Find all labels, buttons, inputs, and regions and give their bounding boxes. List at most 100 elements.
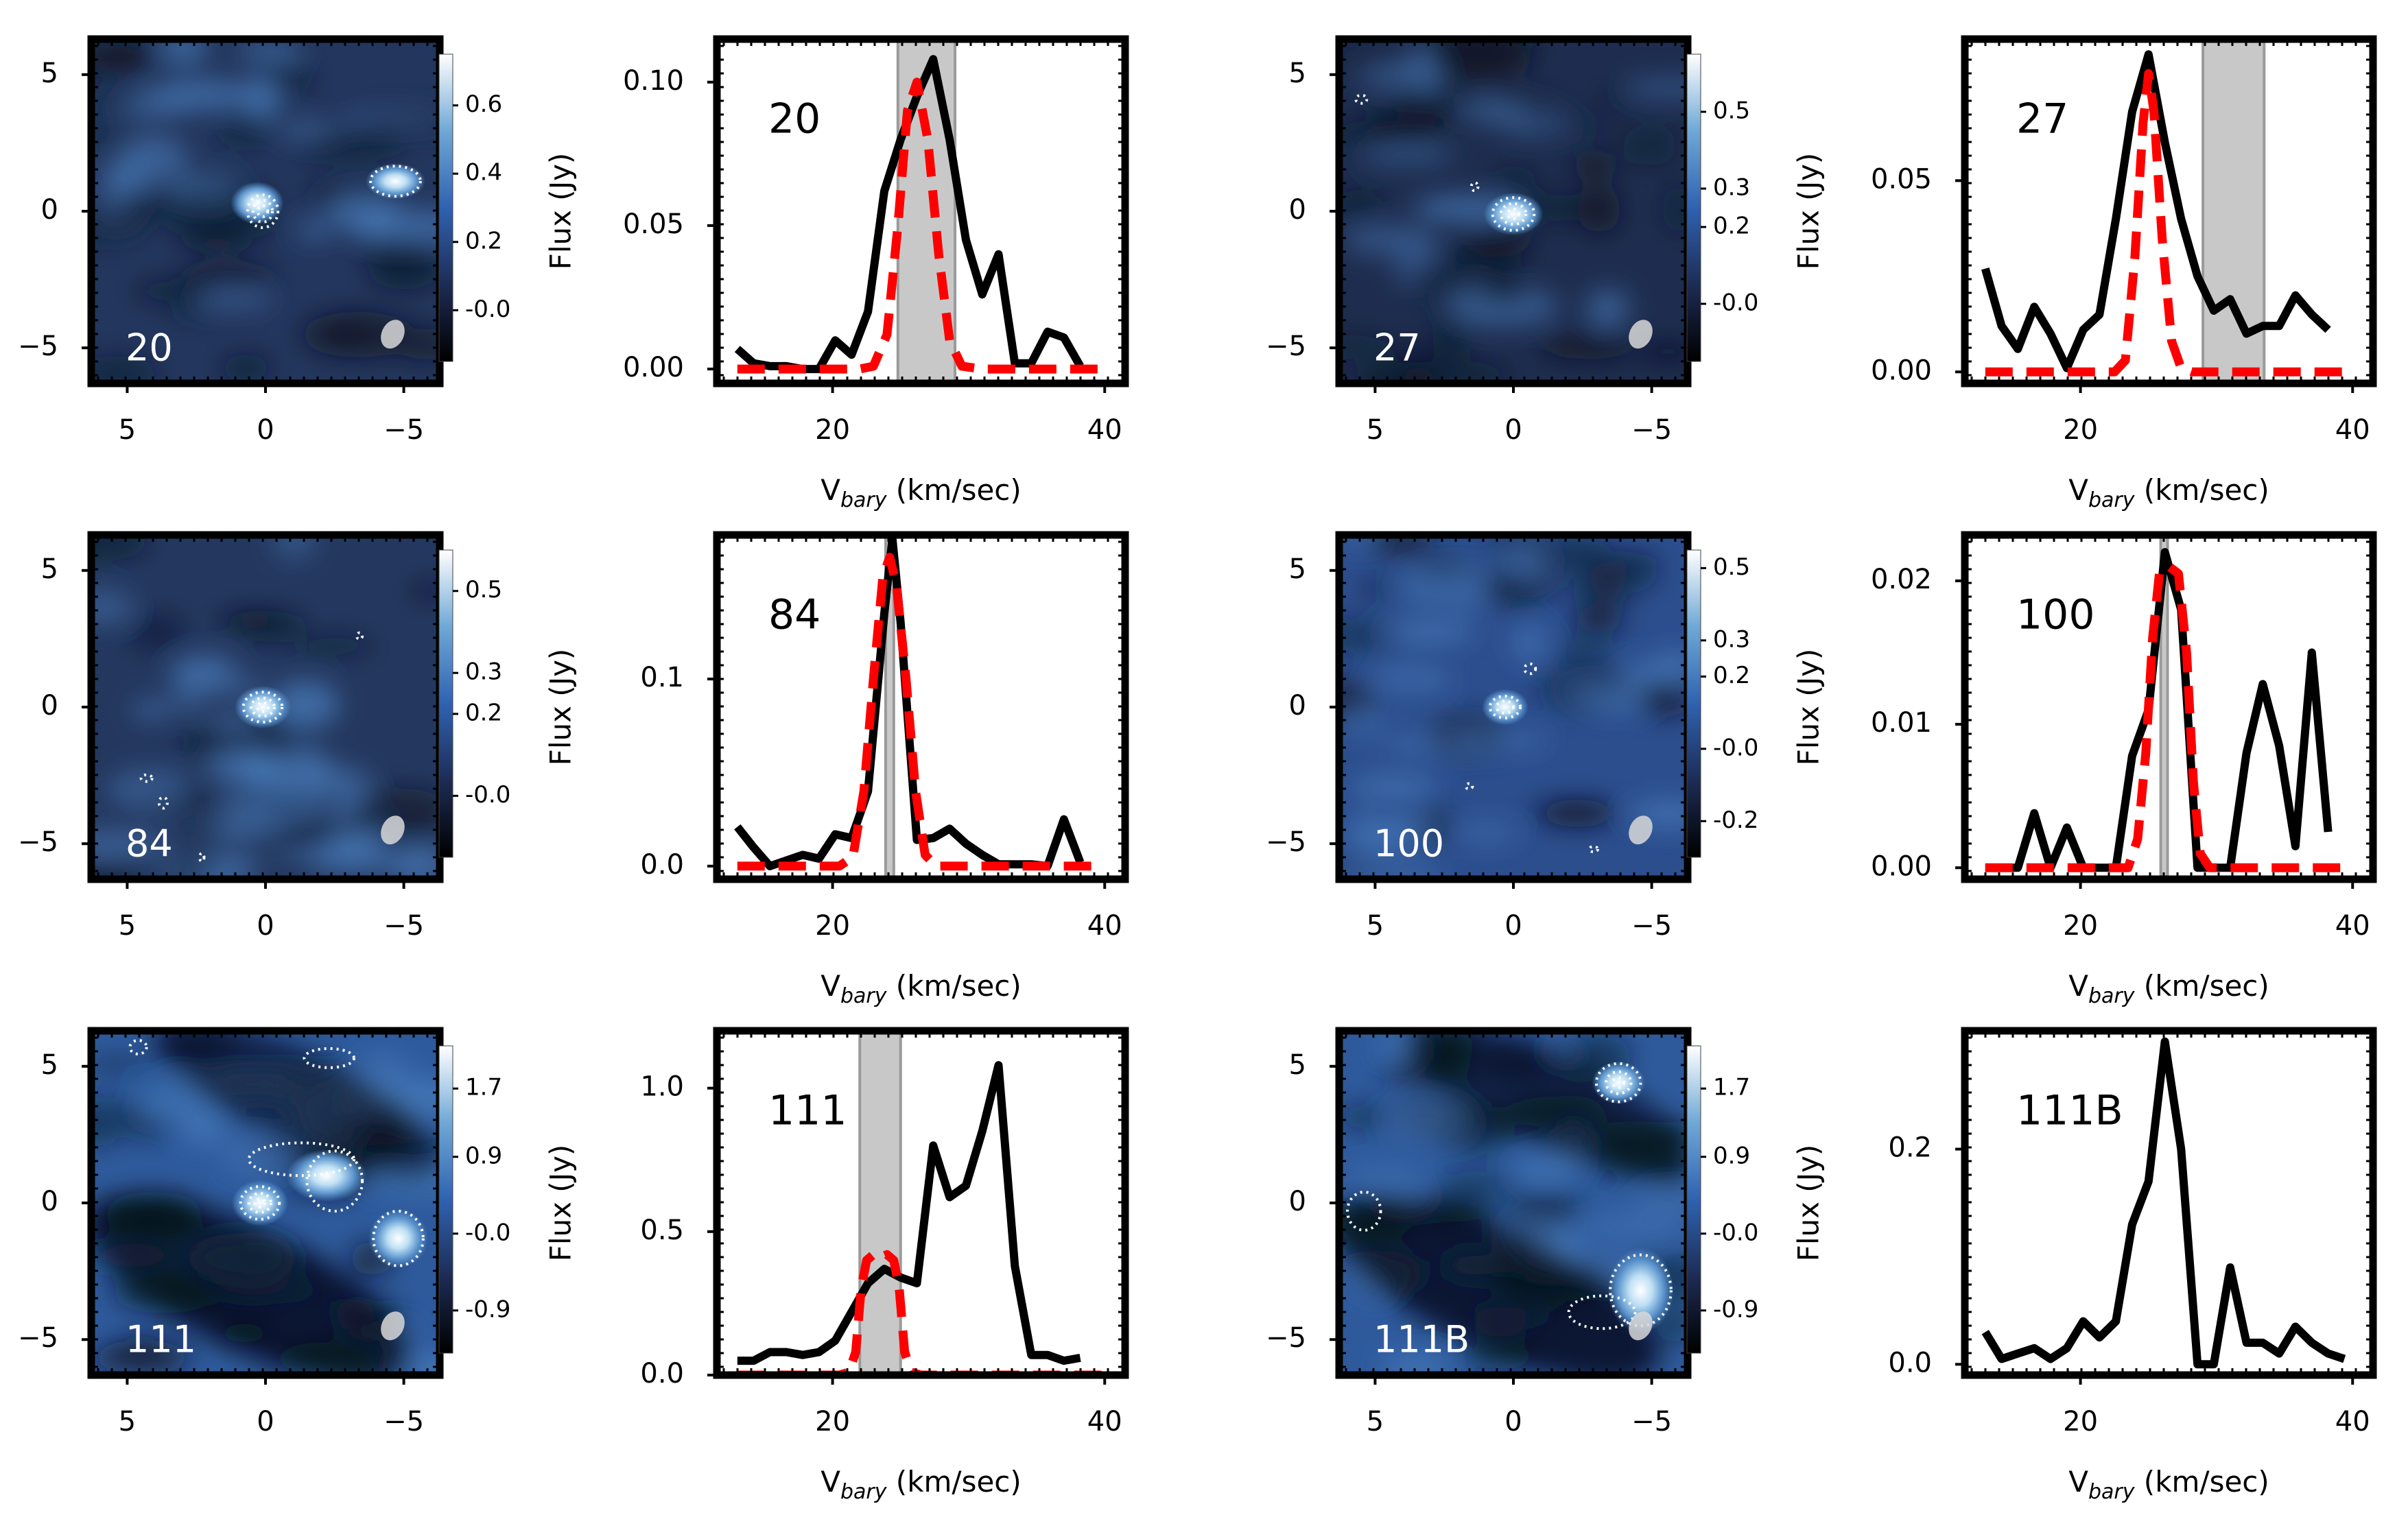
noise-blob <box>1572 150 1618 181</box>
map-panel-27: 27 5 0 −5 5 0 −5 0.5 0.3 0.2 -0.0 <box>1266 35 1758 446</box>
spectrum-plot <box>1985 535 2353 879</box>
map-xtick-label: −5 <box>383 910 424 942</box>
colorbar <box>1686 549 1701 858</box>
colorbar-tick-label: 1.7 <box>1713 1074 1750 1101</box>
map-contour <box>253 1197 267 1208</box>
noise-blob <box>1450 97 1523 117</box>
colorbar-tick-label: 0.6 <box>465 91 502 118</box>
noise-blob <box>167 663 205 691</box>
map-label: 111B <box>1373 1318 1469 1361</box>
colorbar-tick-label: 0.4 <box>465 159 502 187</box>
noise-blob <box>1611 554 1660 571</box>
map-label: 84 <box>126 822 173 866</box>
noise-blob <box>1638 342 1688 361</box>
noise-blob <box>126 610 187 653</box>
map-image <box>91 39 440 383</box>
map-xtick-label: 5 <box>119 910 136 942</box>
map-contour <box>1464 782 1474 791</box>
map-contour <box>251 199 274 224</box>
noise-blob <box>296 217 333 243</box>
observed-spectrum-line <box>1981 1037 2346 1369</box>
map-image <box>1339 1031 1688 1375</box>
spectrum-plot <box>1981 1037 2346 1369</box>
noise-blob <box>1585 289 1630 327</box>
map-ytick-label: 0 <box>1289 194 1306 226</box>
colorbar-tick-label: -0.0 <box>1713 734 1758 761</box>
noise-blob <box>91 127 147 143</box>
map-ytick-label: 5 <box>1289 58 1306 89</box>
noise-blob <box>1339 334 1399 360</box>
noise-blob <box>1360 581 1400 596</box>
map-source <box>286 1149 366 1202</box>
map-xtick-label: 0 <box>257 414 274 446</box>
map-xtick-label: 5 <box>1367 1406 1384 1437</box>
noise-blob <box>217 110 272 150</box>
map-contour <box>1491 196 1536 232</box>
xlabel-main: V <box>2068 1465 2088 1499</box>
map-ytick-label: 0 <box>41 194 58 226</box>
noise-blob <box>1397 562 1509 611</box>
xlabel-tail: (km/sec) <box>2134 1465 2269 1499</box>
xlabel-tail: (km/sec) <box>2134 473 2269 507</box>
noise-blob <box>271 680 339 729</box>
spec-xtick-label: 20 <box>2063 1406 2098 1437</box>
noise-blob <box>281 821 381 836</box>
spec-ytick-label: 0.0 <box>640 1358 684 1389</box>
noise-blob <box>91 590 135 625</box>
spectrum-plot <box>1981 39 2353 383</box>
noise-blob <box>206 751 283 783</box>
noise-blob <box>91 863 152 879</box>
map-xtick-label: 0 <box>1504 1406 1522 1437</box>
noise-blob <box>1549 639 1615 660</box>
map-noise <box>91 1031 440 1375</box>
map-contour <box>1594 1062 1642 1103</box>
spec-xtick-label: 20 <box>2063 414 2098 446</box>
noise-blob <box>167 855 213 879</box>
noise-blob <box>1574 606 1624 634</box>
map-contour <box>157 796 169 810</box>
map-contour <box>305 1149 364 1213</box>
integration-band <box>860 1031 901 1375</box>
map-ytick-label: 5 <box>1289 1049 1306 1081</box>
map-image <box>1339 39 1688 383</box>
colorbar-tick-label: -0.0 <box>1713 1219 1758 1246</box>
noise-blob <box>168 693 204 710</box>
map-contour <box>1609 1253 1673 1328</box>
map-contour <box>1469 181 1480 193</box>
map-contour <box>246 193 280 229</box>
colorbar-tick-label: 0.3 <box>1713 625 1750 653</box>
xlabel-sub: bary <box>2088 984 2136 1008</box>
map-contour <box>1495 700 1515 715</box>
spectrum-label: 111 <box>768 1087 847 1135</box>
xlabel-main: V <box>2068 473 2088 507</box>
colorbar-tick-label: 0.2 <box>465 699 502 726</box>
map-contour <box>247 1141 356 1178</box>
map-contour <box>1506 207 1521 221</box>
noise-blob <box>1631 1188 1688 1213</box>
map-contour <box>247 1192 273 1214</box>
map-noise <box>1339 39 1688 383</box>
xlabel-tail: (km/sec) <box>886 969 1021 1003</box>
colorbar-tick-label: 0.5 <box>1713 553 1750 581</box>
colorbar-tick-label: -0.0 <box>465 296 510 323</box>
spec-ytick-label: 0.0 <box>1888 1347 1932 1378</box>
noise-blob <box>1379 732 1494 756</box>
noise-blob <box>1339 705 1385 736</box>
map-source <box>1482 689 1528 726</box>
spectrum-label: 84 <box>768 591 821 639</box>
spectrum-panel-111: 111 20 40 0.0 0.5 1.0 Vbary (km/sec) Flux (Jy) <box>544 1027 1129 1504</box>
colorbar-tick-label: 0.9 <box>1713 1142 1750 1169</box>
map-contour <box>369 165 422 198</box>
noise-blob <box>91 356 158 383</box>
map-contour <box>1523 662 1537 676</box>
colorbar-tick-label: 0.3 <box>465 658 502 686</box>
noise-blob <box>1384 345 1461 361</box>
colorbar <box>1686 53 1701 362</box>
noise-blob <box>342 108 440 128</box>
noise-blob <box>91 1056 152 1073</box>
map-contour <box>1587 845 1599 854</box>
map-ytick-label: 5 <box>41 553 58 585</box>
spec-xtick-label: 40 <box>1087 1406 1122 1437</box>
noise-blob <box>93 1340 191 1375</box>
noise-blob <box>1350 774 1437 800</box>
